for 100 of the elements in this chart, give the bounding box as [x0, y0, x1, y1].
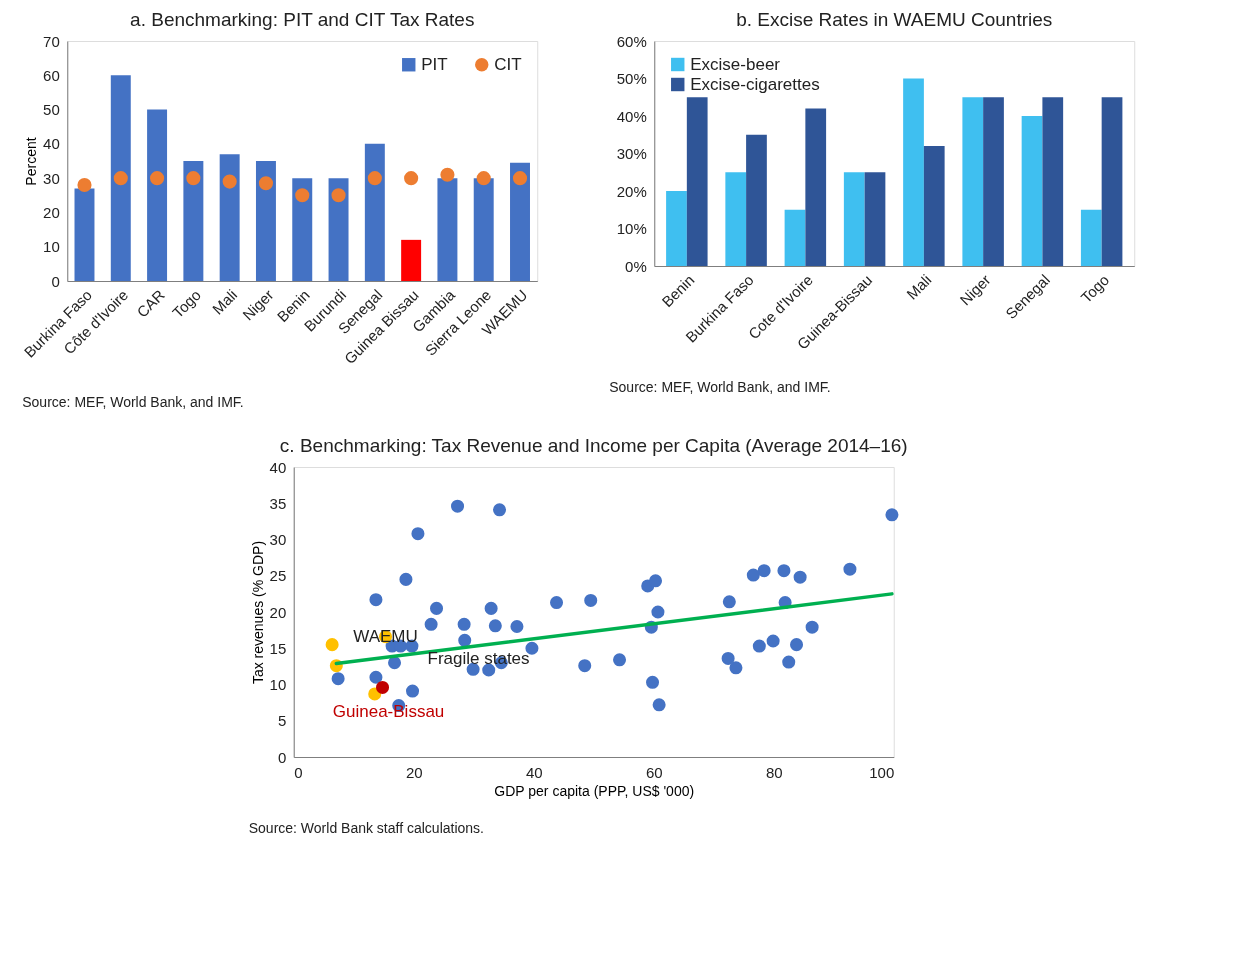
y-tick-label: 20%	[616, 182, 647, 200]
bar	[1042, 97, 1064, 266]
point	[649, 574, 663, 588]
point	[113, 171, 128, 186]
bar	[1101, 97, 1123, 266]
annotation: Fragile states	[427, 649, 530, 669]
point	[430, 601, 444, 615]
y-tick-label: 70	[43, 32, 60, 50]
y-tick-label: 0%	[625, 257, 647, 275]
bar	[843, 172, 865, 266]
source-note: Source: MEF, World Bank, and IMF.	[609, 379, 831, 395]
point	[222, 174, 237, 189]
point	[646, 675, 660, 689]
bar	[183, 161, 204, 281]
point	[424, 617, 438, 631]
source-note: Source: World Bank staff calculations.	[248, 820, 484, 836]
x-tick-label: 60	[645, 763, 663, 781]
y-tick-label: 30	[269, 531, 287, 548]
y-tick-label: 30	[43, 169, 60, 187]
y-tick-label: 10	[269, 676, 287, 693]
x-tick-label: 40	[525, 763, 543, 781]
bar	[746, 134, 767, 266]
bar	[110, 75, 131, 281]
x-tick-label: Togo	[1077, 271, 1113, 307]
point	[488, 619, 502, 633]
point	[790, 638, 804, 652]
bar	[364, 143, 385, 281]
y-tick-label: 5	[277, 712, 287, 730]
point	[721, 651, 735, 665]
y-tick-label: 20	[43, 203, 60, 221]
point	[578, 659, 592, 673]
bar	[437, 178, 458, 281]
y-tick-label: 25	[269, 567, 287, 585]
point	[651, 605, 665, 619]
point	[885, 508, 899, 522]
y-tick-label: 60%	[616, 32, 647, 50]
point	[752, 639, 766, 653]
point	[805, 620, 819, 634]
x-tick-label: 0	[294, 763, 303, 781]
point	[843, 562, 857, 576]
legend-label: Excise-cigarettes	[690, 74, 820, 94]
point	[766, 634, 780, 648]
legend-label: PIT	[421, 54, 448, 74]
bar	[962, 97, 984, 266]
bar	[923, 146, 945, 266]
point	[510, 619, 524, 634]
series-label: Guinea-Bissau	[332, 702, 445, 722]
bar	[686, 97, 708, 266]
point	[782, 655, 796, 669]
chart-title: c. Benchmarking: Tax Revenue and Income per Capita (Average 2014–16)	[279, 435, 908, 456]
point	[746, 568, 760, 582]
bar	[1080, 209, 1102, 266]
point	[613, 653, 627, 667]
legend-label: Excise-beer	[690, 54, 781, 74]
point	[331, 188, 346, 203]
point	[652, 698, 666, 712]
point	[458, 633, 472, 647]
point	[411, 527, 425, 541]
bar	[147, 109, 168, 281]
y-tick-label: 60	[43, 66, 60, 84]
point	[476, 171, 491, 186]
bar	[328, 178, 349, 281]
y-tick-label: 30%	[616, 145, 647, 162]
bar	[74, 188, 95, 281]
x-tick-label: Togo	[168, 286, 204, 322]
y-tick-label: 15	[269, 639, 287, 657]
point	[550, 596, 564, 610]
point	[729, 661, 743, 675]
y-tick-label: 40	[269, 458, 287, 476]
point	[484, 601, 498, 615]
bar	[725, 172, 747, 266]
point	[367, 171, 382, 186]
point	[457, 617, 471, 631]
point	[757, 564, 771, 578]
point	[777, 564, 791, 578]
bar	[805, 108, 827, 266]
point	[451, 499, 465, 513]
bar	[864, 172, 886, 266]
point	[512, 171, 528, 186]
point	[722, 595, 736, 609]
point	[440, 167, 455, 182]
point	[258, 176, 274, 191]
point	[369, 593, 383, 607]
bar	[983, 97, 1004, 266]
x-tick-label: 80	[765, 763, 783, 781]
point	[331, 672, 345, 686]
y-tick-label: 50	[43, 101, 60, 119]
point	[186, 171, 201, 186]
y-tick-label: 40%	[616, 107, 647, 125]
bar	[219, 154, 240, 281]
chart-title: b. Excise Rates in WAEMU Countries	[736, 9, 1053, 30]
point	[376, 680, 390, 694]
point	[388, 656, 402, 670]
legend-label: CIT	[494, 54, 522, 74]
y-tick-label: 0	[277, 748, 287, 766]
point	[77, 177, 92, 193]
x-tick-label: 100	[869, 763, 895, 781]
bar	[255, 161, 276, 281]
point	[793, 570, 807, 584]
y-tick-label: 50%	[616, 70, 647, 87]
